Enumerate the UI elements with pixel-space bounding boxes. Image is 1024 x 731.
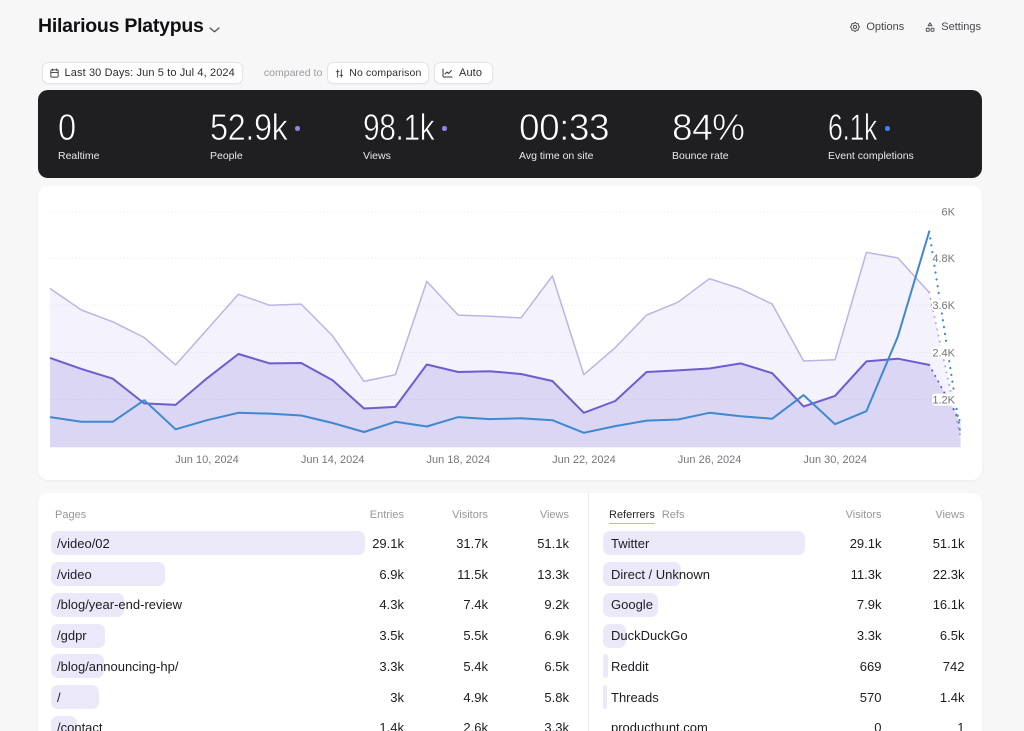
svg-text:6K: 6K [942,207,956,219]
svg-text:1.2K: 1.2K [932,395,955,407]
svg-text:2.4K: 2.4K [932,347,955,359]
svg-text:4.8K: 4.8K [932,253,955,265]
svg-text:3.6K: 3.6K [932,300,955,312]
